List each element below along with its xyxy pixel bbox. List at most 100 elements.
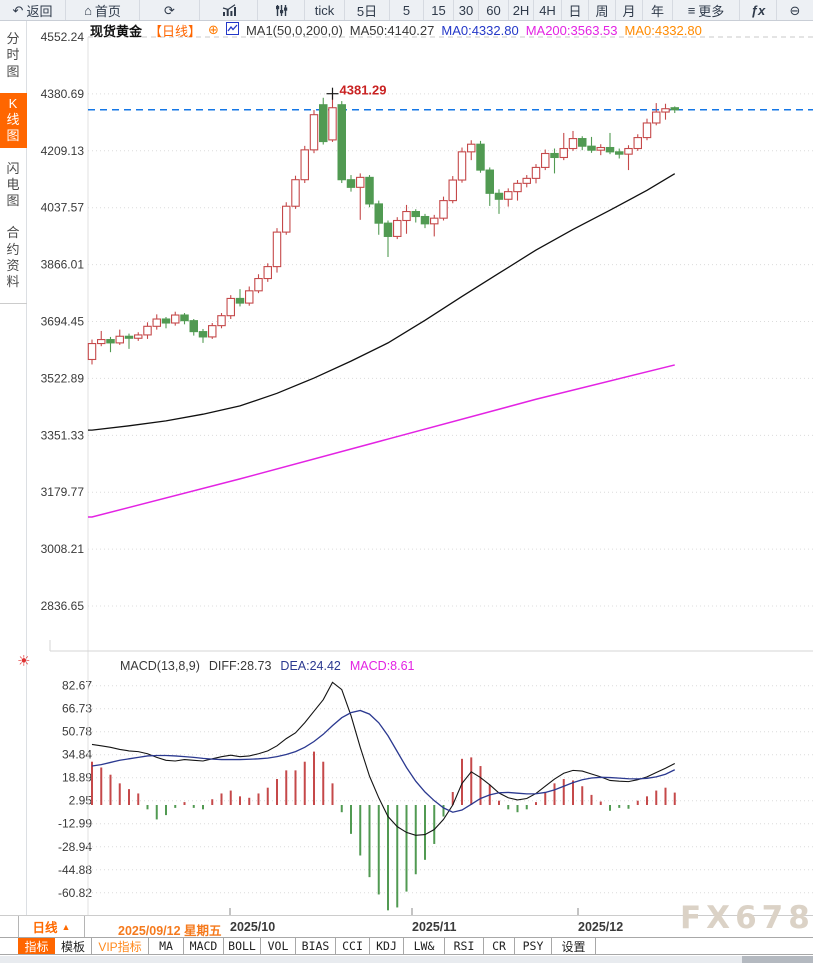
toolbar-button-label: 年 — [650, 3, 664, 19]
mini-chart-icon — [225, 22, 239, 38]
toolbar-button-fx[interactable]: ƒx — [740, 0, 777, 20]
indicator-tab-bar: 指标 模板 VIP指标 MA MACD BOLL VOL BIAS CCI KDJ LW& RSI CR… — [0, 937, 813, 955]
sliders-icon — [275, 4, 287, 16]
toolbar-button-label: 60 — [486, 2, 501, 18]
horizontal-scrollbar-thumb[interactable] — [742, 956, 813, 963]
x-axis-label: 2025/09/12 星期五 — [118, 924, 222, 938]
x-axis-label: 2025/11 — [412, 920, 457, 934]
toolbar-button-day[interactable]: 日 — [562, 0, 589, 20]
macd-axis-tick: 18.89 — [62, 771, 92, 785]
toolbar-button-label: 2H — [512, 2, 530, 18]
toolbar-button-30[interactable]: 30 — [454, 0, 479, 20]
macd-axis-tick: 82.67 — [62, 679, 92, 693]
macd-dea-value: DEA:24.42 — [280, 658, 341, 673]
toolbar-button-label: 30 — [458, 2, 474, 18]
toolbar-button-label: 返回 — [26, 3, 53, 19]
toolbar-button-tick[interactable]: tick — [305, 0, 345, 20]
indicator-settings-sun-icon[interactable]: ☀ — [17, 653, 31, 670]
toolbar-button-zoom-out[interactable]: ⊖ — [777, 0, 813, 20]
sidebar-item-time-share[interactable]: 分 时 图 — [6, 31, 20, 79]
horizontal-scrollbar-track[interactable] — [0, 956, 813, 963]
tab-boll[interactable]: BOLL — [224, 938, 261, 954]
toolbar-button-week[interactable]: 周 — [589, 0, 616, 20]
sidebar-item-candlestick[interactable]: K 线 图 — [0, 92, 27, 148]
toolbar-button-2h[interactable]: 2H — [509, 0, 534, 20]
macd-header-row: MACD(13,8,9) DIFF:28.73 DEA:24.42 MACD:8… — [26, 658, 415, 673]
period-dropdown-button[interactable]: 日线 ▲ — [18, 916, 85, 937]
toolbar-button-month[interactable]: 月 — [616, 0, 643, 20]
high-price-annotation: 4381.29 — [340, 83, 387, 98]
ma0-blue-value: MA0:4332.80 — [441, 22, 519, 38]
toolbar-button-more[interactable]: ≡ 更多 — [673, 0, 740, 20]
home-icon: ⌂ — [84, 2, 92, 18]
tab-vol[interactable]: VOL — [261, 938, 296, 954]
price-axis-tick: 2836.65 — [41, 599, 85, 613]
macd-dea-line — [91, 709, 676, 813]
tab-settings[interactable]: 设置 — [552, 938, 596, 954]
ma200-value: MA200:3563.53 — [525, 22, 618, 38]
macd-axis-tick: 2.95 — [69, 794, 93, 808]
toolbar-button-back[interactable]: ↶ 返回 — [0, 0, 66, 20]
add-indicator-icon[interactable]: ⊕ — [208, 22, 219, 37]
ma50-value: MA50:4140.27 — [349, 22, 435, 38]
refresh-icon: ⟳ — [164, 2, 175, 18]
toolbar-button-label: 首页 — [94, 3, 121, 19]
macd-hist-value: MACD:8.61 — [349, 658, 415, 673]
price-axis-tick: 3351.33 — [41, 428, 85, 442]
ma-settings: MA1(50,0,200,0) — [245, 22, 343, 38]
macd-axis-tick: -28.94 — [58, 840, 92, 854]
tab-bias[interactable]: BIAS — [296, 938, 336, 954]
tab-ma[interactable]: MA — [149, 938, 184, 954]
left-sidebar: 分 时 图 K 线 图闪 电 图合 约 资 料 — [0, 21, 27, 915]
symbol-name: 现货黄金 — [90, 23, 143, 39]
menu-icon: ≡ — [687, 2, 696, 18]
macd-axis-tick: -44.88 — [58, 863, 92, 877]
toolbar-button-5d[interactable]: 5日 — [345, 0, 390, 20]
toolbar-button-label: 月 — [622, 3, 636, 19]
sidebar-item-contract-info[interactable]: 合 约 资 料 — [6, 225, 20, 289]
tab-kdj[interactable]: KDJ — [370, 938, 404, 954]
bar-chart-icon — [222, 3, 236, 16]
macd-diff-value: DIFF:28.73 — [208, 658, 272, 673]
macd-diff-line — [91, 681, 675, 836]
toolbar-button-sliders[interactable] — [258, 0, 305, 20]
tab-cci[interactable]: CCI — [336, 938, 370, 954]
tab-psy[interactable]: PSY — [515, 938, 552, 954]
toolbar-button-4h[interactable]: 4H — [534, 0, 562, 20]
ma0-orange-value: MA0:4332.80 — [624, 22, 702, 38]
price-axis-tick: 3179.77 — [41, 485, 85, 499]
tab-macd[interactable]: MACD — [184, 938, 224, 954]
zoom-out-icon: ⊖ — [789, 2, 801, 18]
tab-cr[interactable]: CR — [484, 938, 515, 954]
tab-template[interactable]: 模板 — [55, 938, 92, 954]
toolbar-button-60[interactable]: 60 — [479, 0, 509, 20]
price-axis-tick: 4380.69 — [41, 87, 85, 101]
macd-axis-tick: 34.84 — [62, 748, 92, 762]
chart-title-row: 现货黄金 【日线】 ⊕ MA1(50,0,200,0) MA50:4140.27… — [26, 22, 702, 39]
toolbar-button-label: tick — [314, 2, 335, 18]
tab-lw[interactable]: LW& — [404, 938, 445, 954]
triangle-up-icon: ▲ — [61, 921, 71, 932]
price-axis-tick: 3866.01 — [41, 258, 85, 272]
toolbar-button-bar-chart[interactable] — [200, 0, 258, 20]
toolbar-button-label: 5 — [402, 2, 411, 18]
toolbar-button-15[interactable]: 15 — [424, 0, 454, 20]
toolbar-button-refresh[interactable]: ⟳ — [140, 0, 200, 20]
x-axis-label: 2025/10 — [230, 920, 276, 934]
sidebar-item-lightning[interactable]: 闪 电 图 — [6, 160, 20, 209]
tab-rsi[interactable]: RSI — [445, 938, 484, 954]
candles — [87, 93, 679, 365]
tab-indicator[interactable]: 指标 — [18, 938, 55, 954]
toolbar-button-home[interactable]: ⌂ 首页 — [66, 0, 140, 20]
ma-line-ma50 — [88, 173, 676, 431]
back-arrow-icon: ↶ — [12, 2, 24, 18]
macd-axis-tick: -12.99 — [58, 817, 92, 831]
ma-line-ma200 — [88, 364, 675, 518]
toolbar-button-label: ƒx — [750, 2, 766, 18]
tab-vip-indicator[interactable]: VIP指标 — [92, 938, 149, 954]
toolbar-button-year[interactable]: 年 — [643, 0, 673, 20]
toolbar-button-5[interactable]: 5 — [390, 0, 424, 20]
price-macd-chart: 4552.24 4380.69 4209.13 4037.57 3866.01 3694.… — [41, 30, 813, 915]
price-axis-tick: 3008.21 — [41, 542, 85, 556]
